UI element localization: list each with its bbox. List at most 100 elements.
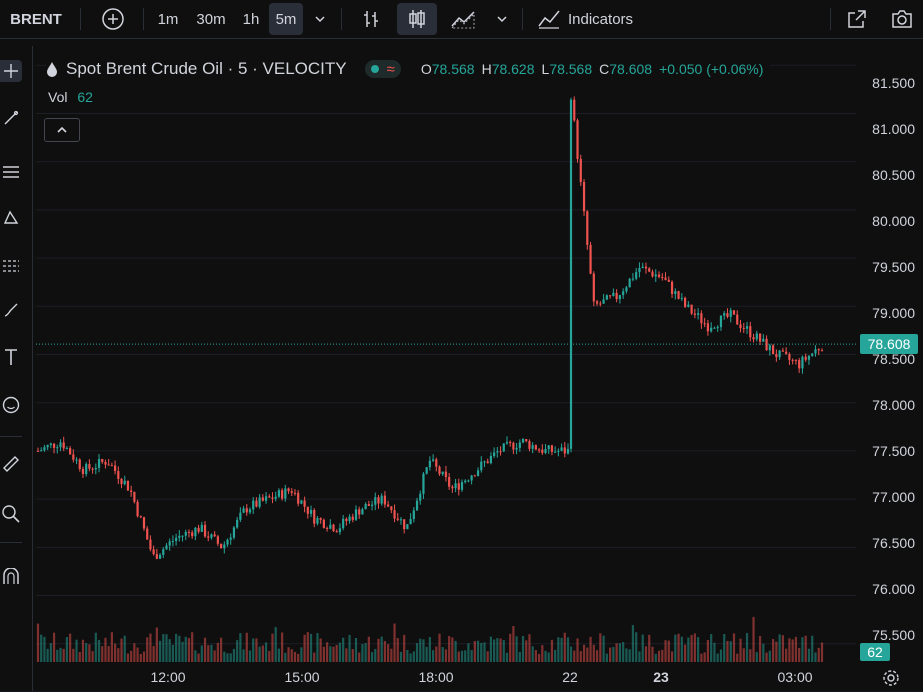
time-axis[interactable]: 12:00 15:00 18:00 22 23 03:00: [36, 663, 899, 691]
price-tick: 80.000: [872, 213, 915, 229]
volume-bar: [203, 637, 207, 662]
volume-bar: [110, 632, 113, 662]
top-toolbar: BRENT 1m 30m 1h 5m: [0, 0, 923, 39]
candle-body: [146, 528, 149, 540]
forecast-tool[interactable]: [0, 254, 22, 276]
candle-body: [393, 510, 396, 519]
candle-body: [277, 490, 281, 497]
candle-body: [470, 475, 473, 481]
trendline-tool[interactable]: [0, 107, 22, 129]
candles-style-button[interactable]: [397, 3, 437, 35]
candle-body: [422, 473, 425, 494]
volume-bar: [242, 649, 245, 662]
chart-legend: Spot Brent Crude Oil · 5 · VELOCITY ≈ O7…: [46, 56, 771, 82]
candle-body: [258, 497, 261, 507]
volume-bar: [791, 639, 794, 662]
bar-style-button[interactable]: [356, 0, 386, 38]
crosshair-tool[interactable]: [0, 60, 22, 82]
volume-bar: [502, 639, 505, 662]
volume-bar: [531, 646, 534, 662]
chart-style-dropdown[interactable]: [490, 0, 514, 38]
zoom-tool[interactable]: [0, 503, 22, 525]
interval-30m-label: 30m: [196, 10, 226, 28]
candle-body: [788, 353, 791, 360]
candle-body: [525, 439, 528, 442]
text-tool[interactable]: [0, 346, 22, 368]
indicators-button[interactable]: Indicators: [536, 0, 654, 38]
fib-icon: [3, 166, 19, 178]
volume-bar: [406, 649, 409, 662]
volume-bar: [171, 644, 175, 662]
interval-dropdown[interactable]: [308, 0, 332, 38]
volume-bar: [358, 652, 361, 662]
volume-bar: [264, 642, 268, 662]
candle-body: [785, 351, 788, 354]
volume-bar: [496, 638, 499, 662]
candle-body: [700, 313, 703, 324]
candle-body: [374, 497, 377, 505]
area-style-button[interactable]: [447, 0, 481, 38]
volume-bar: [807, 648, 811, 662]
open-in-new-button[interactable]: [842, 0, 872, 38]
candle-body: [62, 442, 65, 449]
candle-body: [332, 524, 335, 532]
candle-body: [297, 492, 300, 504]
volume-bar: [72, 648, 75, 662]
chart-pane[interactable]: [36, 46, 856, 663]
interval-1m[interactable]: 1m: [152, 0, 184, 38]
candle-body: [576, 120, 579, 159]
volume-bar: [592, 644, 595, 662]
candle-body: [473, 475, 476, 477]
emoji-tool[interactable]: [0, 394, 22, 416]
pattern-icon: [3, 210, 19, 224]
volume-bar: [197, 653, 200, 662]
volume-bar: [322, 646, 325, 662]
candle-body: [641, 266, 644, 268]
volume-bar: [181, 641, 184, 662]
interval-30m[interactable]: 30m: [190, 0, 232, 38]
volume-bar: [91, 651, 94, 662]
volume-bar: [75, 639, 78, 662]
screenshot-button[interactable]: [885, 0, 919, 38]
add-symbol-button[interactable]: [98, 0, 128, 38]
interval-1h[interactable]: 1h: [237, 0, 265, 38]
volume-bar: [785, 648, 788, 662]
candle-body: [390, 506, 393, 511]
volume-bar: [56, 649, 59, 662]
ohlc-open: O78.568: [420, 61, 475, 77]
volume-bar: [638, 651, 641, 662]
candle-body: [69, 448, 72, 455]
volume-bar: [628, 649, 631, 662]
candle-body: [496, 451, 499, 453]
symbol-search-button[interactable]: BRENT: [0, 0, 72, 38]
volume-bar: [194, 650, 197, 662]
market-status-badge[interactable]: ≈: [364, 60, 401, 78]
pattern-tool[interactable]: [0, 206, 22, 228]
volume-bar: [448, 636, 451, 662]
price-scale[interactable]: 81.500 81.000 80.500 80.000 79.500 79.00…: [856, 46, 923, 663]
interval-5m[interactable]: 5m: [269, 3, 303, 35]
ruler-tool[interactable]: [0, 453, 22, 475]
candle-body: [768, 345, 771, 351]
volume-bar: [213, 650, 216, 662]
price-chart[interactable]: [36, 46, 856, 663]
volume-bar: [602, 635, 605, 662]
volume-bar: [248, 650, 252, 662]
collapse-legend-button[interactable]: [44, 118, 80, 142]
volume-bar: [615, 643, 618, 662]
volume-bar: [104, 637, 107, 662]
volume-bar: [69, 633, 72, 662]
magnet-tool[interactable]: [0, 566, 22, 588]
candle-body: [651, 271, 654, 277]
volume-bar: [284, 652, 287, 662]
volume-bar: [595, 650, 599, 662]
candle-body: [804, 356, 807, 360]
volume-bar: [460, 650, 464, 662]
settings-button[interactable]: [882, 669, 900, 687]
candle-body: [419, 493, 422, 501]
fib-tool[interactable]: [0, 161, 22, 183]
candle-body: [765, 338, 768, 351]
brush-tool[interactable]: [0, 299, 22, 321]
ruler-icon: [3, 456, 19, 472]
volume-bar: [229, 653, 232, 662]
